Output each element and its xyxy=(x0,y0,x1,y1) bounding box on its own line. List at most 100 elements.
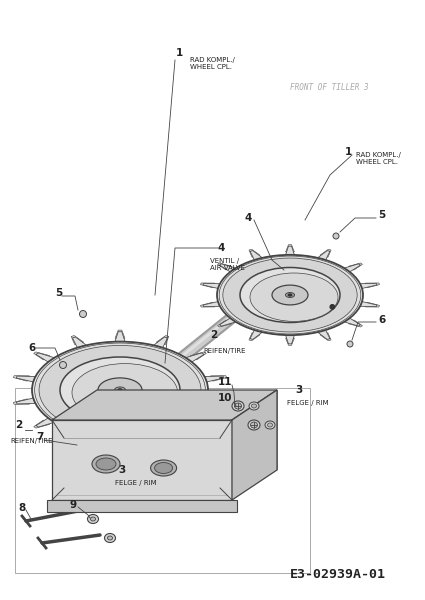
Polygon shape xyxy=(154,433,167,443)
Ellipse shape xyxy=(114,387,125,393)
Polygon shape xyxy=(218,320,232,327)
Polygon shape xyxy=(201,283,215,288)
Text: 2: 2 xyxy=(210,330,217,340)
Polygon shape xyxy=(320,333,331,341)
Text: 8: 8 xyxy=(18,503,25,513)
Ellipse shape xyxy=(249,402,259,410)
Polygon shape xyxy=(232,390,277,470)
Text: REIFEN/TIRE: REIFEN/TIRE xyxy=(203,348,246,354)
Ellipse shape xyxy=(217,255,363,335)
Ellipse shape xyxy=(92,455,120,473)
Ellipse shape xyxy=(35,343,205,437)
Polygon shape xyxy=(156,436,169,445)
Ellipse shape xyxy=(72,364,178,422)
Polygon shape xyxy=(72,433,86,443)
Polygon shape xyxy=(344,318,360,326)
Polygon shape xyxy=(249,333,260,341)
Polygon shape xyxy=(115,332,125,341)
Text: 10: 10 xyxy=(218,393,232,403)
Polygon shape xyxy=(203,283,220,289)
Polygon shape xyxy=(286,246,295,255)
Text: 3: 3 xyxy=(295,385,302,395)
Text: RAD KOMPL./
WHEEL CPL.: RAD KOMPL./ WHEEL CPL. xyxy=(190,57,235,70)
Polygon shape xyxy=(36,418,54,427)
Ellipse shape xyxy=(118,389,122,391)
Polygon shape xyxy=(71,335,84,344)
Ellipse shape xyxy=(108,536,113,540)
Text: 5: 5 xyxy=(378,210,385,220)
Polygon shape xyxy=(190,420,206,428)
Ellipse shape xyxy=(262,280,322,313)
Ellipse shape xyxy=(267,423,272,427)
Text: 6: 6 xyxy=(28,343,35,353)
Text: FRONT OF TILLER 3: FRONT OF TILLER 3 xyxy=(290,82,368,91)
Ellipse shape xyxy=(39,346,201,434)
Polygon shape xyxy=(72,337,86,347)
Polygon shape xyxy=(348,263,363,270)
Polygon shape xyxy=(286,338,295,346)
Polygon shape xyxy=(232,390,277,500)
Ellipse shape xyxy=(96,458,116,470)
Polygon shape xyxy=(190,352,206,360)
Polygon shape xyxy=(250,251,262,260)
Ellipse shape xyxy=(88,514,99,523)
Ellipse shape xyxy=(250,422,258,428)
Ellipse shape xyxy=(150,460,177,476)
Circle shape xyxy=(60,361,66,368)
Polygon shape xyxy=(36,353,54,362)
Polygon shape xyxy=(210,376,227,381)
Ellipse shape xyxy=(250,273,338,322)
Ellipse shape xyxy=(240,268,340,323)
Polygon shape xyxy=(71,436,84,445)
Polygon shape xyxy=(203,302,220,307)
Text: 4: 4 xyxy=(245,213,252,223)
Text: E3-02939A-01: E3-02939A-01 xyxy=(290,569,386,581)
Ellipse shape xyxy=(219,256,361,334)
Circle shape xyxy=(330,305,334,309)
Circle shape xyxy=(333,233,339,239)
Ellipse shape xyxy=(98,378,142,402)
Ellipse shape xyxy=(86,371,159,411)
Text: RAD KOMPL./
WHEEL CPL.: RAD KOMPL./ WHEEL CPL. xyxy=(356,152,401,165)
Circle shape xyxy=(79,311,87,317)
Polygon shape xyxy=(154,337,167,347)
Ellipse shape xyxy=(265,421,275,429)
Polygon shape xyxy=(186,353,204,362)
Polygon shape xyxy=(205,376,224,382)
Text: 11: 11 xyxy=(218,377,232,387)
Polygon shape xyxy=(186,418,204,427)
Circle shape xyxy=(347,341,353,347)
Polygon shape xyxy=(156,335,169,344)
Ellipse shape xyxy=(272,285,308,305)
Text: 5: 5 xyxy=(55,288,62,298)
Polygon shape xyxy=(34,352,50,360)
Text: VENTIL /
AIR VALVE: VENTIL / AIR VALVE xyxy=(210,258,245,271)
Polygon shape xyxy=(47,500,237,512)
Polygon shape xyxy=(16,398,35,404)
Polygon shape xyxy=(16,376,35,382)
Polygon shape xyxy=(201,302,215,307)
Text: FELGE / RIM: FELGE / RIM xyxy=(287,400,329,406)
Text: 1: 1 xyxy=(345,147,352,157)
Ellipse shape xyxy=(286,293,295,298)
Ellipse shape xyxy=(288,294,292,296)
Polygon shape xyxy=(220,318,236,326)
Ellipse shape xyxy=(235,403,241,409)
Polygon shape xyxy=(205,398,224,404)
Polygon shape xyxy=(218,263,232,270)
Polygon shape xyxy=(249,250,260,257)
Ellipse shape xyxy=(32,341,208,439)
Ellipse shape xyxy=(223,258,357,332)
Ellipse shape xyxy=(252,404,257,408)
Text: 3: 3 xyxy=(118,465,125,475)
Polygon shape xyxy=(318,330,330,340)
Polygon shape xyxy=(366,302,380,307)
Text: 1: 1 xyxy=(176,48,183,58)
Polygon shape xyxy=(34,420,50,428)
Ellipse shape xyxy=(60,357,180,423)
Polygon shape xyxy=(286,335,295,344)
Polygon shape xyxy=(320,250,331,257)
Polygon shape xyxy=(360,302,377,307)
Text: REIFEN/TIRE: REIFEN/TIRE xyxy=(10,438,53,444)
Polygon shape xyxy=(13,376,29,381)
